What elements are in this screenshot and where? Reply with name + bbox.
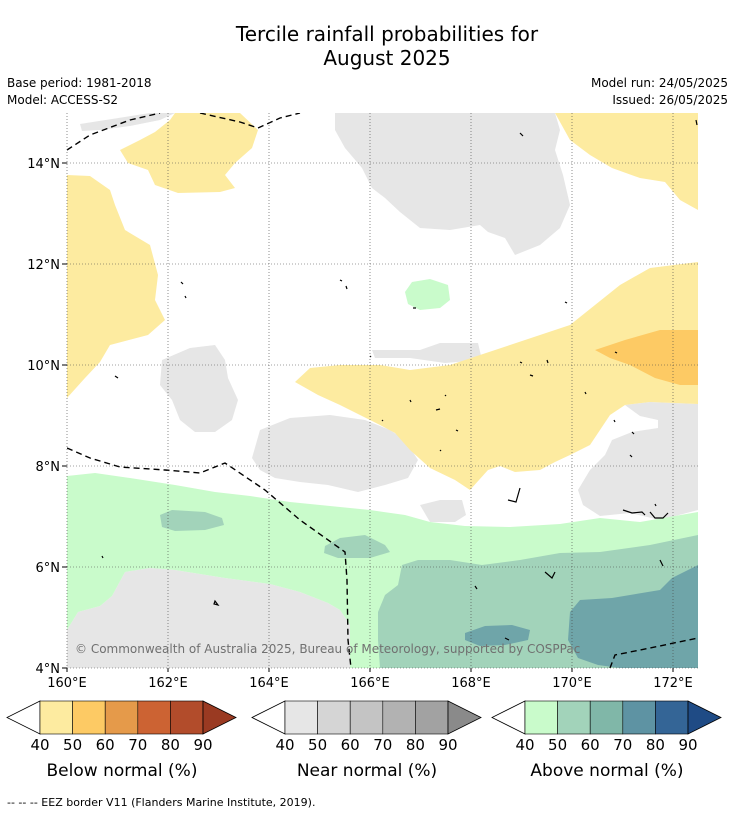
lon-label: 172°E [653, 676, 693, 691]
below-normal-region-central [295, 262, 698, 490]
lat-label: 4°N [36, 662, 61, 677]
meta-right: Model run: 24/05/2025 Issued: 26/05/2025 [591, 75, 728, 109]
colorbar-segment [72, 700, 106, 735]
near-normal-region-top-left [80, 113, 175, 131]
axis-ticks [62, 162, 674, 672]
eez-footnote: -- -- -- EEZ border V11 (Flanders Marine… [7, 796, 316, 809]
colorbar-tick-label: 60 [581, 736, 600, 754]
colorbar-segment [349, 700, 384, 735]
near-normal-region-center [252, 415, 418, 492]
colorbar-segment [415, 700, 449, 735]
eez-border-southeast [609, 637, 698, 668]
model-text: Model: ACCESS-S2 [7, 93, 119, 107]
lon-label: 162°E [148, 676, 188, 691]
colorbar-segment [39, 700, 73, 735]
below-normal-region-top [120, 113, 258, 193]
colorbar-2: 40 50 60 70 80 90 [491, 700, 722, 754]
colorbar-tick-label: 70 [128, 736, 147, 754]
map-title: Tercile rainfall probabilities for Augus… [0, 22, 736, 70]
colorbar-arrow-left [6, 700, 41, 735]
colorbar-title-above: Above normal (%) [530, 761, 684, 781]
colorbar-tick-label: 70 [613, 736, 632, 754]
colorbar-1: 40 50 60 70 80 90 [251, 700, 482, 754]
colorbar-tick-label: 80 [646, 736, 665, 754]
meta-left: Base period: 1981-2018 Model: ACCESS-S2 [7, 75, 152, 109]
near-normal-band [372, 343, 482, 363]
map-title-line1: Tercile rainfall probabilities for [235, 22, 539, 46]
colorbar-tick-label: 60 [341, 736, 360, 754]
colorbar-tick-label: 40 [30, 736, 49, 754]
lon-label: 164°E [249, 676, 289, 691]
colorbar-segment [317, 700, 351, 735]
colorbar-segment [557, 700, 591, 735]
colorbar-segment [524, 700, 558, 735]
colorbar-arrow-right [447, 700, 482, 735]
islands [101, 119, 698, 641]
colorbar-tick-label: 50 [63, 736, 82, 754]
colorbar-segment [622, 700, 656, 735]
gridlines [66, 113, 698, 669]
near-normal-region-north [335, 113, 570, 255]
lat-label: 8°N [36, 460, 61, 475]
above-normal-region-strong [568, 565, 698, 668]
above-normal-region-medium-west [160, 510, 224, 531]
colorbar-tick-label: 40 [515, 736, 534, 754]
map-title-line2: August 2025 [323, 46, 451, 70]
colorbar-segment [170, 700, 204, 735]
colorbar-tick-label: 90 [193, 736, 212, 754]
lon-label: 166°E [350, 676, 390, 691]
lat-label: 6°N [36, 561, 61, 576]
model-run-text: Model run: 24/05/2025 [590, 76, 728, 90]
colorbar-tick-label: 80 [406, 736, 425, 754]
colorbar-tick-label: 60 [96, 736, 115, 754]
colorbar-segment [104, 700, 139, 735]
colorbar-tick-label: 50 [308, 736, 327, 754]
issued-text: Issued: 26/05/2025 [612, 93, 728, 107]
above-normal-region-medium-center [324, 535, 390, 558]
colorbar-segment [655, 700, 689, 735]
colorbar-arrow-left [491, 700, 526, 735]
colorbar-0: 40 50 60 70 80 90 [6, 700, 237, 754]
colorbar-tick-label: 80 [161, 736, 180, 754]
lon-label: 170°E [552, 676, 592, 691]
eez-border-west [67, 447, 352, 668]
lon-label: 168°E [451, 676, 491, 691]
colorbar-arrow-right [687, 700, 722, 735]
colorbar-segment [137, 700, 171, 735]
colorbar-segment [589, 700, 624, 735]
colorbar-segment [382, 700, 416, 735]
near-normal-region-west [160, 345, 238, 432]
lat-label: 10°N [27, 359, 60, 374]
lon-label: 160°E [47, 676, 87, 691]
above-normal-region-strong-small [465, 625, 530, 646]
eez-border-north [67, 113, 301, 151]
colorbar-title-below: Below normal (%) [46, 761, 198, 781]
lat-label: 14°N [27, 157, 60, 172]
below-normal-region-west [67, 175, 165, 398]
map-fields [67, 113, 698, 668]
below-normal-region-northeast [555, 113, 698, 210]
colorbar-segment [284, 700, 318, 735]
colorbar-arrow-right [202, 700, 237, 735]
near-normal-region-east [578, 402, 698, 520]
colorbar-tick-label: 90 [438, 736, 457, 754]
above-normal-region-small [405, 279, 450, 310]
lat-label: 12°N [27, 258, 60, 273]
colorbar-tick-label: 90 [678, 736, 697, 754]
colorbars: 40 50 60 70 80 90 40 50 60 70 80 90 40 50 60 70 80 90 [6, 700, 722, 754]
colorbar-tick-label: 50 [548, 736, 567, 754]
near-normal-patch [420, 500, 466, 522]
colorbar-tick-label: 40 [275, 736, 294, 754]
below-normal-region-strong [595, 330, 698, 385]
copyright-text: © Commonwealth of Australia 2025, Bureau… [75, 642, 580, 656]
base-period-text: Base period: 1981-2018 [7, 76, 152, 90]
colorbar-title-near: Near normal (%) [296, 761, 438, 781]
colorbar-arrow-left [251, 700, 286, 735]
near-normal-region-southwest [67, 568, 350, 668]
colorbar-tick-label: 70 [373, 736, 392, 754]
